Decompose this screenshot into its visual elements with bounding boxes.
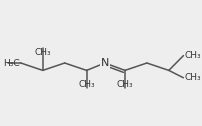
Text: CH₃: CH₃ — [116, 80, 133, 89]
Text: CH₃: CH₃ — [34, 48, 51, 57]
Text: CH₃: CH₃ — [183, 73, 200, 82]
Text: CH₃: CH₃ — [183, 51, 200, 60]
Text: H₃C: H₃C — [3, 58, 20, 68]
Text: CH₃: CH₃ — [78, 80, 95, 89]
Text: N: N — [100, 58, 108, 68]
